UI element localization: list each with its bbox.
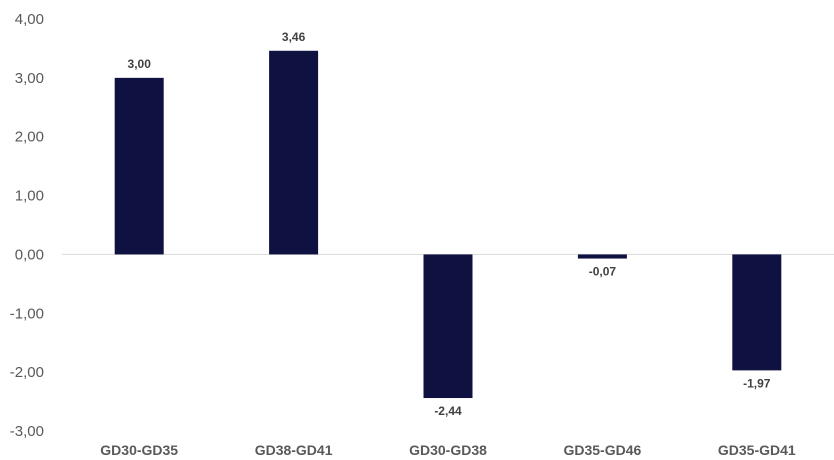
x-axis-category-labels: GD30-GD35 GD38-GD41 GD30-GD38 GD35-GD46 GD35…	[100, 442, 796, 458]
x-category-label: GD35-GD41	[718, 442, 796, 458]
bar-gd30-gd38	[423, 254, 473, 399]
data-label: -2,44	[434, 404, 462, 418]
bar-gd30-gd35	[114, 77, 164, 255]
bar-gd38-gd41	[269, 50, 319, 255]
bar-gd35-gd46	[577, 254, 627, 259]
data-label: -1,97	[743, 376, 771, 390]
data-label: 3,46	[282, 30, 306, 44]
bar-gd35-gd41	[732, 254, 782, 371]
y-tick-label: -3,00	[10, 423, 44, 440]
y-tick-label: 3,00	[15, 70, 44, 87]
y-tick-label: 0,00	[15, 246, 44, 263]
y-axis-tick-labels: 4,00 3,00 2,00 1,00 0,00 -1,00 -2,00 -3,00	[10, 11, 44, 440]
y-tick-label: 1,00	[15, 188, 44, 205]
y-tick-label: -1,00	[10, 305, 44, 322]
y-tick-label: -2,00	[10, 364, 44, 381]
y-tick-label: 2,00	[15, 129, 44, 146]
x-category-label: GD35-GD46	[563, 442, 641, 458]
x-category-label: GD38-GD41	[255, 442, 333, 458]
data-label: -0,07	[589, 265, 617, 279]
x-category-label: GD30-GD35	[100, 442, 178, 458]
bar-series	[114, 50, 782, 399]
y-tick-label: 4,00	[15, 11, 44, 28]
data-label: 3,00	[128, 57, 152, 71]
data-labels: 3,00 3,46 -2,44 -0,07 -1,97	[128, 30, 771, 418]
x-category-label: GD30-GD38	[409, 442, 487, 458]
